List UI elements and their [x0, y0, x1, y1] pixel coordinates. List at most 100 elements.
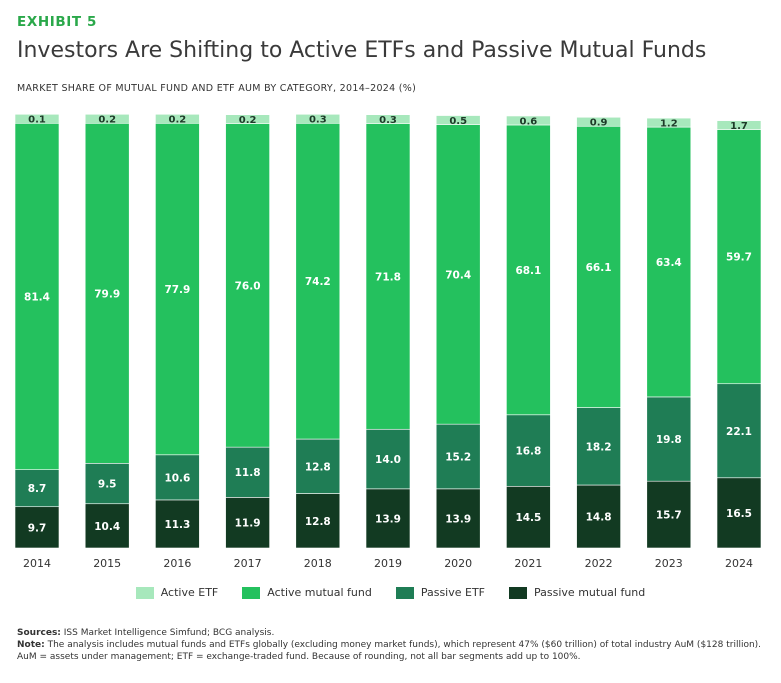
- bar-passive-etf-2014: [14, 469, 60, 508]
- bar-active-mutual-fund-2024: [716, 129, 762, 385]
- bar-passive-etf-2020: [435, 423, 481, 490]
- data-label-active-etf-2021: 0.6: [520, 116, 538, 127]
- data-label-passive-etf-2020: 15.2: [445, 452, 471, 464]
- legend-item-passive-mutual-fund: Passive mutual fund: [509, 586, 645, 599]
- bar-active-mutual-fund-2020: [435, 124, 481, 425]
- data-label-passive-mutual-fund-2018: 12.8: [305, 516, 331, 528]
- data-label-passive-mutual-fund-2015: 10.4: [94, 521, 120, 533]
- data-label-passive-mutual-fund-2024: 16.5: [726, 508, 752, 520]
- bar-passive-etf-2021: [506, 414, 551, 487]
- data-label-active-mutual-fund-2022: 66.1: [586, 262, 612, 274]
- bar-active-mutual-fund-2017: [225, 123, 270, 448]
- bar-active-mutual-fund-2018: [295, 122, 341, 440]
- data-label-active-mutual-fund-2018: 74.2: [305, 276, 331, 288]
- bar-active-mutual-fund-2022: [576, 125, 621, 408]
- bar-passive-mutual-fund-2022: [576, 484, 621, 549]
- bar-active-etf-2016: [155, 113, 200, 124]
- data-label-active-mutual-fund-2019: 71.8: [375, 271, 401, 283]
- bar-passive-mutual-fund-2015: [84, 503, 130, 549]
- data-label-passive-etf-2022: 18.2: [586, 441, 612, 453]
- footer-notes: Sources: ISS Market Intelligence Simfund…: [17, 627, 767, 663]
- bar-active-etf-2014: [14, 113, 60, 124]
- legend-label-active-mutual-fund: Active mutual fund: [267, 586, 372, 599]
- bar-passive-mutual-fund-2021: [506, 485, 551, 549]
- bar-active-etf-2022: [576, 116, 621, 127]
- data-label-passive-etf-2023: 19.8: [656, 434, 682, 446]
- data-label-passive-mutual-fund-2017: 11.9: [235, 518, 261, 530]
- data-label-active-mutual-fund-2021: 68.1: [515, 265, 541, 277]
- data-label-active-etf-2014: 0.1: [28, 115, 46, 126]
- note-label: Note:: [17, 640, 45, 650]
- data-label-passive-etf-2018: 12.8: [305, 461, 331, 473]
- legend: Active ETF Active mutual fund Passive ET…: [0, 586, 781, 599]
- data-label-active-etf-2023: 1.2: [660, 118, 678, 129]
- data-label-passive-mutual-fund-2016: 11.3: [164, 519, 190, 531]
- bar-active-mutual-fund-2021: [506, 124, 551, 416]
- bar-passive-mutual-fund-2018: [295, 493, 341, 549]
- legend-item-passive-etf: Passive ETF: [395, 586, 486, 599]
- bar-passive-etf-2022: [576, 407, 621, 486]
- data-label-active-etf-2019: 0.3: [379, 115, 397, 126]
- data-label-active-mutual-fund-2016: 77.9: [164, 284, 190, 296]
- bar-active-etf-2019: [365, 114, 411, 125]
- legend-label-passive-etf: Passive ETF: [420, 586, 486, 599]
- data-label-active-mutual-fund-2015: 79.9: [94, 288, 120, 300]
- bar-passive-etf-2017: [225, 446, 270, 498]
- data-label-active-etf-2022: 0.9: [590, 118, 608, 129]
- x-tick-label-2023: 2023: [655, 557, 683, 570]
- legend-label-passive-mutual-fund: Passive mutual fund: [534, 586, 646, 599]
- legend-item-active-mutual-fund: Active mutual fund: [242, 586, 372, 599]
- sources-label: Sources:: [17, 628, 61, 638]
- data-label-passive-mutual-fund-2021: 14.5: [515, 512, 541, 524]
- bar-active-etf-2017: [225, 114, 270, 125]
- x-tick-label-2022: 2022: [585, 557, 613, 570]
- x-tick-label-2020: 2020: [444, 557, 472, 570]
- data-label-active-etf-2016: 0.2: [169, 115, 187, 126]
- bar-passive-mutual-fund-2019: [365, 488, 411, 549]
- x-tick-label-2017: 2017: [234, 557, 262, 570]
- data-label-passive-mutual-fund-2020: 13.9: [445, 513, 471, 525]
- bar-passive-etf-2018: [295, 438, 341, 494]
- data-label-active-etf-2020: 0.5: [449, 116, 467, 127]
- chart-title: Investors Are Shifting to Active ETFs an…: [17, 38, 707, 63]
- data-label-active-mutual-fund-2023: 63.4: [656, 257, 682, 269]
- data-label-passive-etf-2024: 22.1: [726, 426, 752, 438]
- bar-passive-etf-2023: [646, 396, 692, 482]
- x-tick-label-2024: 2024: [725, 557, 753, 570]
- data-label-active-mutual-fund-2017: 76.0: [235, 280, 261, 292]
- bar-active-etf-2024: [716, 120, 762, 130]
- x-tick-label-2016: 2016: [163, 557, 191, 570]
- x-tick-label-2021: 2021: [514, 557, 542, 570]
- data-label-passive-etf-2019: 14.0: [375, 454, 401, 466]
- bar-passive-etf-2016: [155, 454, 200, 501]
- stacked-bar-chart: 9.7 8.7 81.4 0.1 2014 10.4 9.5 79.9 0.2 2015 11.3 1…: [14, 113, 762, 570]
- bar-passive-mutual-fund-2016: [155, 499, 200, 549]
- data-label-active-mutual-fund-2020: 70.4: [445, 269, 471, 281]
- bar-active-mutual-fund-2016: [155, 122, 200, 456]
- data-label-active-etf-2024: 1.7: [730, 121, 748, 132]
- data-label-active-mutual-fund-2024: 59.7: [726, 252, 752, 264]
- legend-item-active-etf: Active ETF: [135, 586, 219, 599]
- bar-active-mutual-fund-2019: [365, 123, 411, 430]
- data-label-passive-mutual-fund-2022: 14.8: [586, 512, 612, 524]
- chart-subtitle: MARKET SHARE OF MUTUAL FUND AND ETF AUM …: [17, 83, 417, 94]
- bar-passive-etf-2019: [365, 428, 411, 490]
- data-label-passive-etf-2021: 16.8: [515, 446, 541, 458]
- bar-passive-mutual-fund-2024: [716, 477, 762, 549]
- exhibit-label: EXHIBIT 5: [17, 14, 97, 30]
- data-label-active-mutual-fund-2014: 81.4: [24, 291, 50, 303]
- data-label-passive-etf-2017: 11.8: [235, 467, 261, 479]
- sources-line: Sources: ISS Market Intelligence Simfund…: [17, 627, 767, 639]
- bar-passive-mutual-fund-2017: [225, 497, 270, 549]
- data-label-passive-mutual-fund-2014: 9.7: [28, 522, 47, 534]
- note-line: Note: The analysis includes mutual funds…: [17, 639, 767, 663]
- note-text: The analysis includes mutual funds and E…: [17, 640, 762, 662]
- legend-swatch-active-mutual-fund: [242, 586, 261, 599]
- bar-active-etf-2023: [646, 117, 692, 128]
- bar-active-etf-2015: [84, 113, 130, 124]
- x-tick-label-2014: 2014: [23, 557, 51, 570]
- data-label-active-etf-2017: 0.2: [239, 115, 257, 126]
- data-label-passive-etf-2014: 8.7: [28, 483, 47, 495]
- legend-label-active-etf: Active ETF: [160, 586, 219, 599]
- data-label-passive-mutual-fund-2023: 15.7: [656, 510, 682, 522]
